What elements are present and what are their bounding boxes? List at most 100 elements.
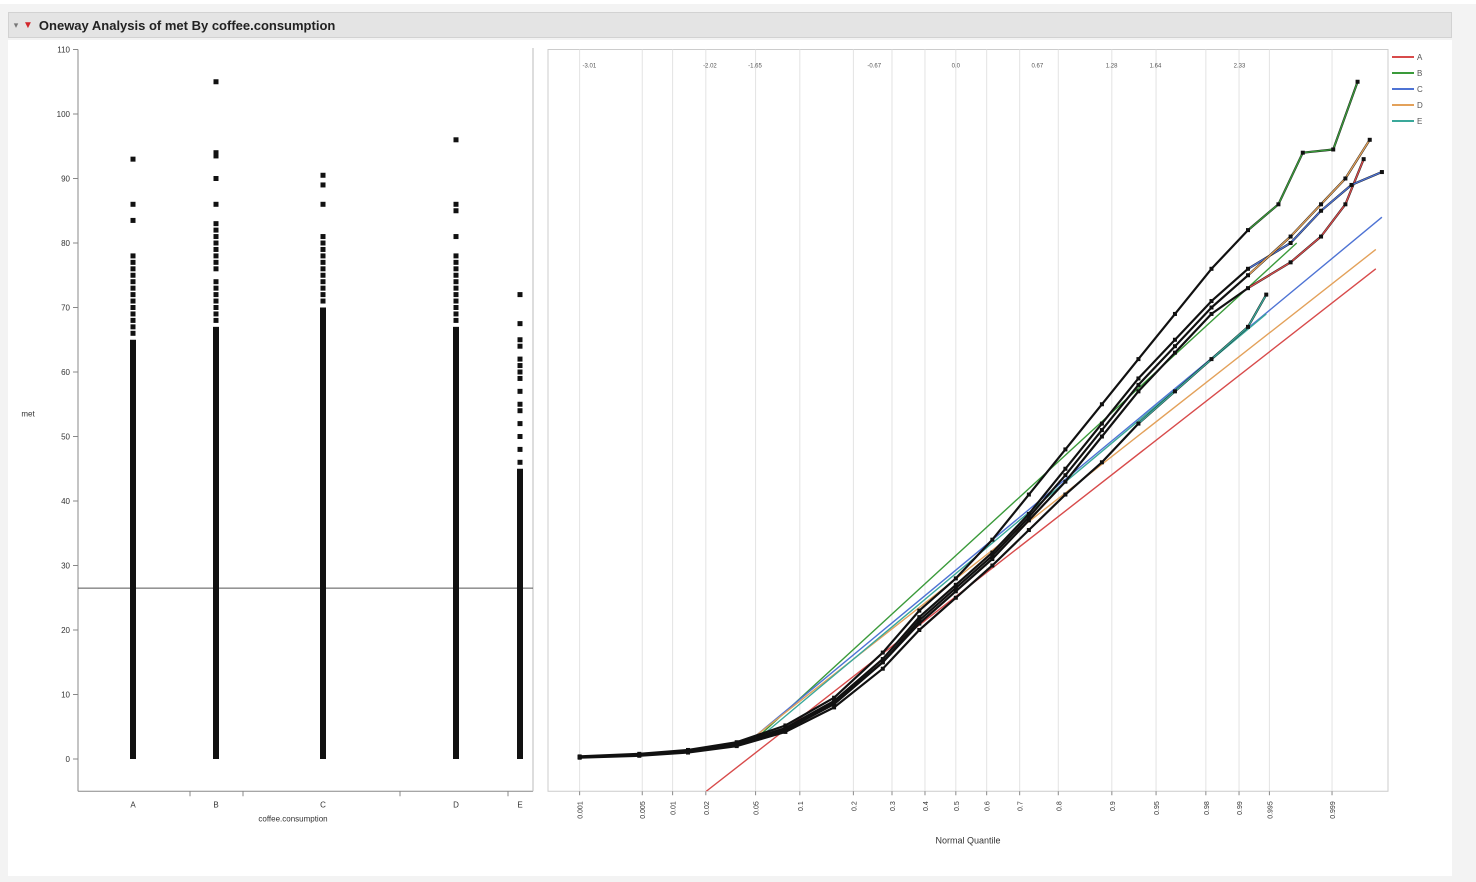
data-point <box>130 292 136 298</box>
data-point <box>1172 344 1177 349</box>
data-point <box>453 259 459 265</box>
data-point <box>320 266 326 272</box>
fit-line-A <box>705 268 1377 792</box>
data-point <box>783 723 788 728</box>
data-point <box>1300 150 1305 155</box>
data-point <box>130 156 136 162</box>
fit-line-B <box>758 242 1298 737</box>
data-point <box>213 298 219 304</box>
data-point <box>1209 311 1214 316</box>
data-point <box>1246 324 1250 329</box>
data-point <box>213 311 219 317</box>
data-point <box>213 266 219 272</box>
data-point <box>453 137 459 143</box>
data-point <box>1172 389 1177 394</box>
data-point <box>953 586 958 591</box>
x-quantile-tick-label: -1.65 <box>748 64 762 70</box>
data-point <box>637 753 642 758</box>
data-point <box>453 298 459 304</box>
data-point <box>577 755 582 760</box>
data-point <box>213 253 219 259</box>
x-prob-tick-label: 0.999 <box>1330 801 1337 819</box>
data-point <box>453 208 459 214</box>
data-point <box>1209 299 1214 304</box>
legend-label: D <box>1417 101 1423 110</box>
data-point <box>1349 182 1354 187</box>
data-point <box>1026 518 1031 523</box>
data-point <box>130 285 136 291</box>
quantile-curve-D <box>579 139 1371 759</box>
y-tick-label: 30 <box>61 562 70 571</box>
data-point <box>1026 528 1031 533</box>
data-point <box>130 311 136 317</box>
y-tick-label: 110 <box>57 46 70 55</box>
data-point <box>130 279 136 285</box>
data-point <box>320 259 326 265</box>
data-point <box>320 292 326 298</box>
data-point <box>1209 266 1214 271</box>
x-prob-tick-label: 0.95 <box>1154 801 1161 815</box>
data-point <box>1319 208 1324 213</box>
x-tick-label: E <box>517 800 522 809</box>
data-point <box>783 727 788 732</box>
data-point <box>1063 492 1068 497</box>
data-point <box>213 176 219 181</box>
data-point <box>1367 137 1372 142</box>
y-tick-label: 90 <box>61 175 70 184</box>
x-prob-tick-label: 0.7 <box>1018 801 1025 811</box>
data-point <box>734 744 739 749</box>
data-point <box>783 729 788 734</box>
red-triangle-menu-icon[interactable]: ▼ <box>23 19 33 31</box>
legend-label: C <box>1417 85 1423 94</box>
data-point <box>1063 479 1068 484</box>
data-point <box>213 305 219 310</box>
data-point <box>1099 421 1104 426</box>
data-point <box>517 421 523 427</box>
disclosure-triangle-icon[interactable]: ▾ <box>13 19 19 30</box>
data-point <box>320 285 326 291</box>
data-point <box>1246 266 1250 271</box>
data-point <box>213 227 219 233</box>
data-point <box>1136 382 1141 387</box>
quantile-curve-tail-C <box>1247 171 1383 270</box>
data-point <box>130 298 136 304</box>
data-point <box>453 311 459 317</box>
data-point <box>517 337 523 343</box>
data-point <box>1063 466 1068 471</box>
x-prob-tick-label: 0.1 <box>798 801 805 811</box>
report-title-bar[interactable]: ▾ ▼ Oneway Analysis of met By coffee.con… <box>8 12 1452 38</box>
data-point <box>880 660 885 665</box>
data-point <box>130 317 136 323</box>
data-point <box>517 388 523 394</box>
data-point <box>320 182 326 188</box>
legend-label: B <box>1417 69 1422 78</box>
x-prob-tick-label: 0.005 <box>640 801 647 819</box>
y-tick-label: 40 <box>61 497 70 506</box>
data-point <box>453 285 459 291</box>
legend-label: A <box>1417 53 1423 62</box>
data-point <box>517 343 523 349</box>
quantile-curve-tail-B <box>1247 81 1359 231</box>
data-point <box>832 705 837 710</box>
x-prob-tick-label: 0.3 <box>890 801 897 811</box>
data-point <box>832 695 837 700</box>
data-point <box>213 285 219 291</box>
data-point <box>453 201 459 207</box>
data-point <box>320 298 326 304</box>
dense-points-B <box>213 326 219 759</box>
data-point <box>990 557 995 562</box>
data-point <box>1288 260 1293 265</box>
data-point <box>1136 357 1141 362</box>
data-point <box>453 234 459 240</box>
x-tick-label: D <box>453 800 459 809</box>
data-point <box>1264 292 1269 297</box>
data-point <box>453 253 459 259</box>
y-tick-label: 50 <box>61 433 70 442</box>
y-tick-label: 70 <box>61 304 70 313</box>
data-point <box>130 266 136 272</box>
data-point <box>1276 202 1281 207</box>
y-axis-label: met <box>21 409 35 418</box>
data-point <box>213 246 219 252</box>
dense-points-A <box>130 339 136 759</box>
y-tick-label: 20 <box>61 626 70 635</box>
